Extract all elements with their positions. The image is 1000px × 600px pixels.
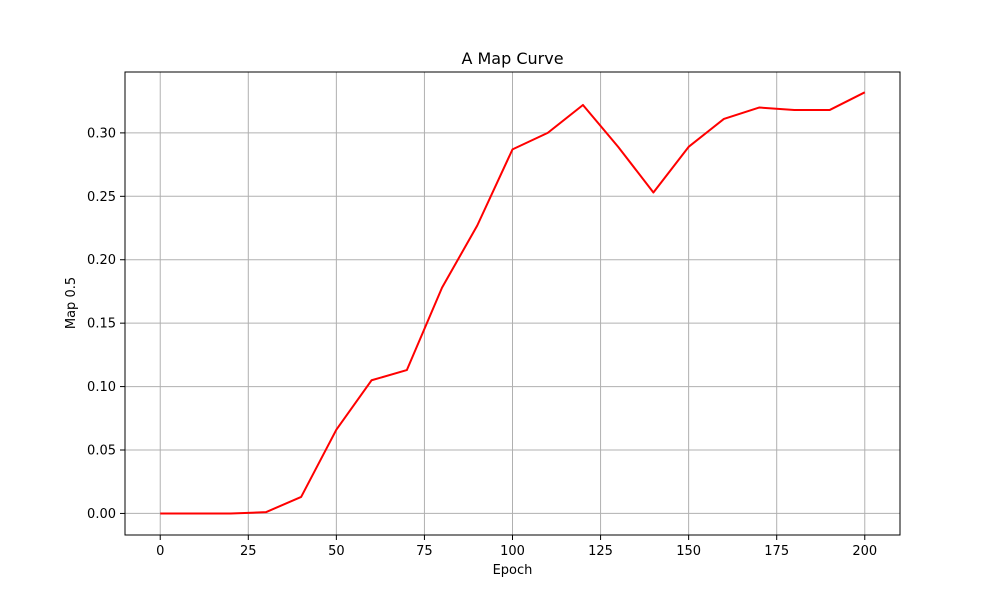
x-tick-label: 50 [328,544,345,559]
series-layer [160,91,866,515]
x-tick-label: 200 [852,544,877,559]
y-tick-label: 0.10 [87,380,116,395]
x-axis: 0 25 50 75 100 125 150 175 200 [156,535,877,559]
y-tick-label: 0.25 [87,190,116,205]
chart-title: A Map Curve [461,49,563,68]
x-axis-label: Epoch [493,563,533,578]
y-axis: 0.00 0.05 0.10 0.15 0.20 0.25 0.30 [87,126,125,522]
series-line [160,91,866,515]
y-tick-label: 0.30 [87,126,116,141]
x-tick-label: 125 [588,544,613,559]
x-tick-label: 100 [500,544,525,559]
x-tick-label: 175 [764,544,789,559]
y-tick-label: 0.00 [87,507,116,522]
x-tick-label: 0 [156,544,164,559]
x-tick-label: 150 [676,544,701,559]
x-tick-label: 75 [416,544,433,559]
y-tick-label: 0.20 [87,253,116,268]
x-tick-label: 25 [240,544,257,559]
y-tick-label: 0.15 [87,317,116,332]
y-tick-label: 0.05 [87,444,116,459]
grid [125,72,900,535]
y-axis-label: Map 0.5 [64,277,79,329]
